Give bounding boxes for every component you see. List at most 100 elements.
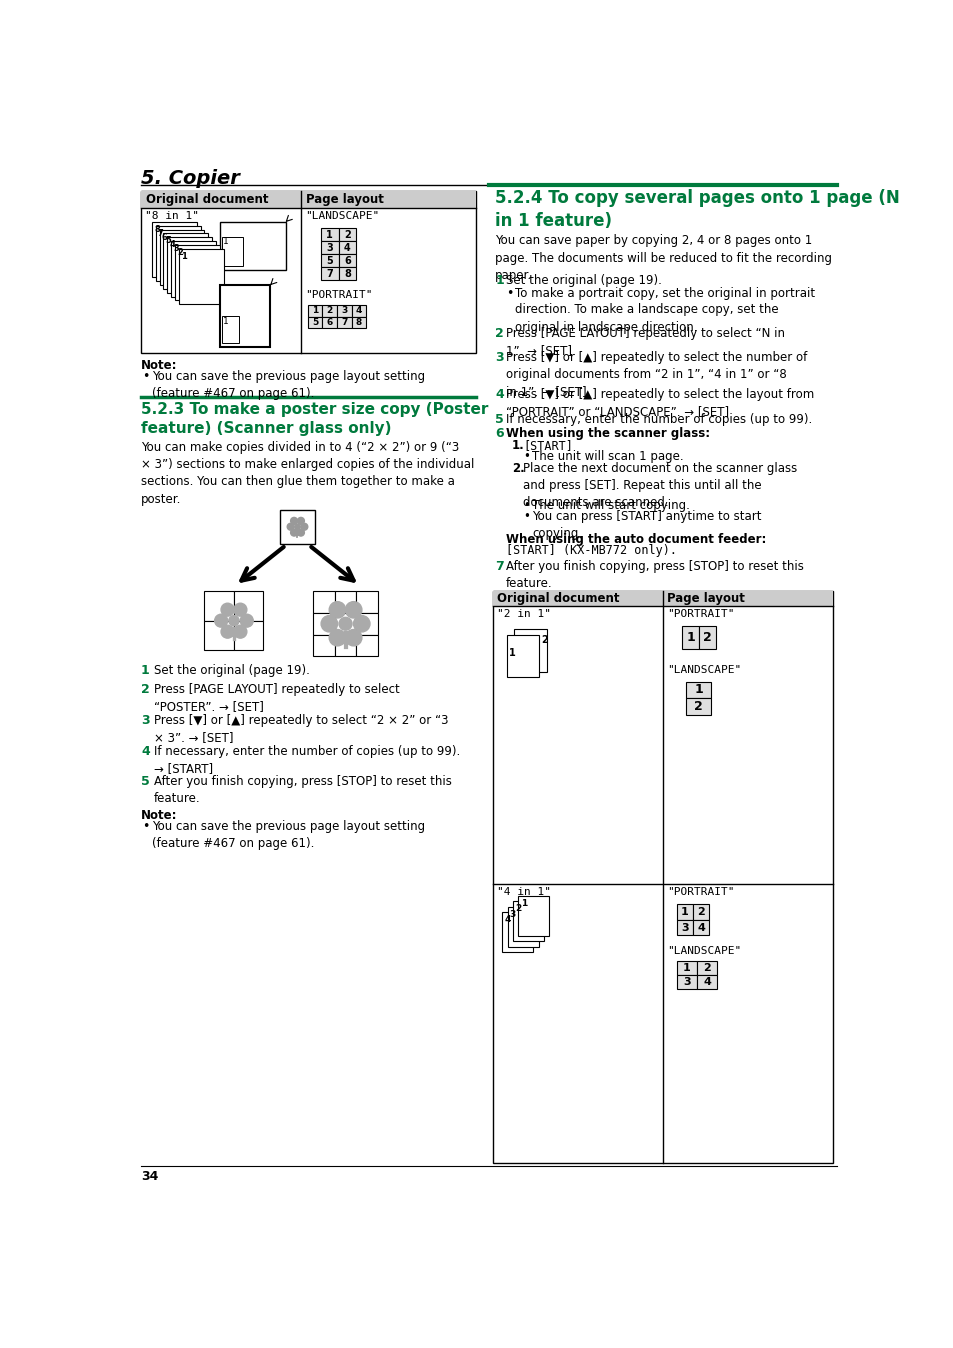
Bar: [313, 635, 335, 656]
Bar: [152, 222, 196, 278]
Text: •: •: [505, 287, 513, 299]
Bar: [676, 919, 693, 936]
Bar: [171, 241, 216, 297]
Text: "PORTRAIT": "PORTRAIT": [305, 290, 373, 299]
Circle shape: [221, 625, 233, 638]
Text: After you finish copying, press [STOP] to reset this
feature.: After you finish copying, press [STOP] t…: [505, 559, 803, 590]
Text: 3: 3: [509, 910, 516, 919]
Text: 8: 8: [344, 268, 351, 279]
Bar: [697, 961, 717, 975]
Text: 3: 3: [141, 714, 150, 727]
Text: 2: 2: [694, 701, 702, 713]
Text: After you finish copying, press [STOP] to reset this
feature.: After you finish copying, press [STOP] t…: [154, 775, 452, 806]
Bar: [307, 305, 322, 317]
Text: Place the next document on the scanner glass
and press [SET]. Repeat this until : Place the next document on the scanner g…: [522, 462, 797, 510]
Bar: [313, 613, 335, 635]
Text: 34: 34: [141, 1170, 158, 1184]
Bar: [320, 228, 338, 241]
Text: 1.: 1.: [512, 439, 524, 452]
Text: [START]: [START]: [522, 439, 573, 452]
Text: "LANDSCAPE": "LANDSCAPE": [305, 212, 379, 221]
Text: 2: 2: [702, 631, 712, 644]
Circle shape: [345, 630, 361, 646]
Bar: [685, 698, 710, 716]
Bar: [233, 620, 263, 650]
Circle shape: [233, 625, 247, 638]
Bar: [685, 682, 710, 698]
Bar: [693, 905, 709, 919]
Text: Press [PAGE LAYOUT] repeatedly to select “N in
1”. → [SET]: Press [PAGE LAYOUT] repeatedly to select…: [505, 326, 784, 356]
Bar: [221, 237, 243, 267]
Text: •: •: [522, 450, 529, 462]
Bar: [159, 229, 204, 284]
Text: 4: 4: [697, 922, 704, 933]
Text: •: •: [142, 371, 150, 383]
Text: Set the original (page 19).: Set the original (page 19).: [505, 274, 661, 287]
Text: 2: 2: [697, 907, 704, 917]
Bar: [676, 905, 693, 919]
Text: You can save the previous page layout setting
(feature #467 on page 61).: You can save the previous page layout se…: [152, 820, 424, 851]
Circle shape: [214, 615, 228, 627]
Text: Page layout: Page layout: [306, 193, 383, 206]
Text: 4: 4: [141, 744, 150, 758]
Bar: [338, 241, 356, 255]
Bar: [313, 592, 335, 613]
Text: 3: 3: [326, 243, 333, 252]
Text: 1: 1: [686, 631, 695, 644]
Text: 1: 1: [694, 683, 702, 697]
Bar: [517, 896, 549, 936]
Bar: [493, 590, 832, 1163]
Text: 1: 1: [223, 237, 229, 247]
Text: If necessary, enter the number of copies (up to 99).
→ [START]: If necessary, enter the number of copies…: [154, 744, 460, 775]
Text: 5: 5: [166, 236, 172, 245]
Bar: [280, 510, 314, 543]
Circle shape: [329, 601, 345, 617]
Bar: [335, 613, 356, 635]
Text: 8: 8: [355, 318, 362, 326]
Circle shape: [221, 603, 233, 616]
Text: "LANDSCAPE": "LANDSCAPE": [666, 665, 740, 674]
Bar: [204, 592, 233, 620]
Polygon shape: [233, 630, 242, 636]
Circle shape: [294, 524, 300, 530]
Text: 2: 2: [141, 683, 150, 696]
Text: 5. Copier: 5. Copier: [141, 170, 239, 189]
Text: "2 in 1": "2 in 1": [497, 609, 550, 619]
Text: 4: 4: [504, 915, 510, 925]
Text: 2: 2: [702, 964, 710, 973]
Text: "LANDSCAPE": "LANDSCAPE": [666, 946, 740, 956]
Text: 2: 2: [495, 326, 503, 340]
Bar: [356, 592, 377, 613]
Bar: [352, 305, 366, 317]
Text: Press [▼] or [▲] repeatedly to select the layout from
“PORTRAIT” or “LANDSCAPE”.: Press [▼] or [▲] repeatedly to select th…: [505, 388, 813, 418]
Text: 8: 8: [154, 225, 160, 235]
Text: 5: 5: [326, 256, 333, 266]
Bar: [693, 919, 709, 936]
Bar: [501, 913, 533, 952]
Circle shape: [329, 630, 345, 646]
Circle shape: [291, 530, 297, 537]
Text: 3: 3: [682, 977, 690, 987]
Text: 2: 2: [344, 229, 351, 240]
Text: 7: 7: [495, 559, 503, 573]
Text: 6: 6: [344, 256, 351, 266]
Text: Page layout: Page layout: [666, 592, 744, 605]
Text: 1: 1: [680, 907, 688, 917]
Text: "4 in 1": "4 in 1": [497, 887, 550, 898]
Bar: [221, 315, 238, 344]
Text: •: •: [522, 499, 529, 512]
Text: The unit will start copying.: The unit will start copying.: [532, 499, 689, 512]
Bar: [320, 255, 338, 267]
Text: "PORTRAIT": "PORTRAIT": [666, 887, 734, 898]
Bar: [506, 635, 538, 677]
Polygon shape: [345, 635, 355, 644]
Text: 1: 1: [312, 306, 317, 315]
Bar: [676, 975, 697, 989]
Bar: [335, 635, 356, 656]
Bar: [493, 590, 832, 607]
Text: 4: 4: [170, 240, 175, 249]
Text: Original document: Original document: [497, 592, 618, 605]
Circle shape: [297, 530, 304, 537]
Bar: [167, 237, 212, 293]
Text: 2: 2: [326, 306, 333, 315]
